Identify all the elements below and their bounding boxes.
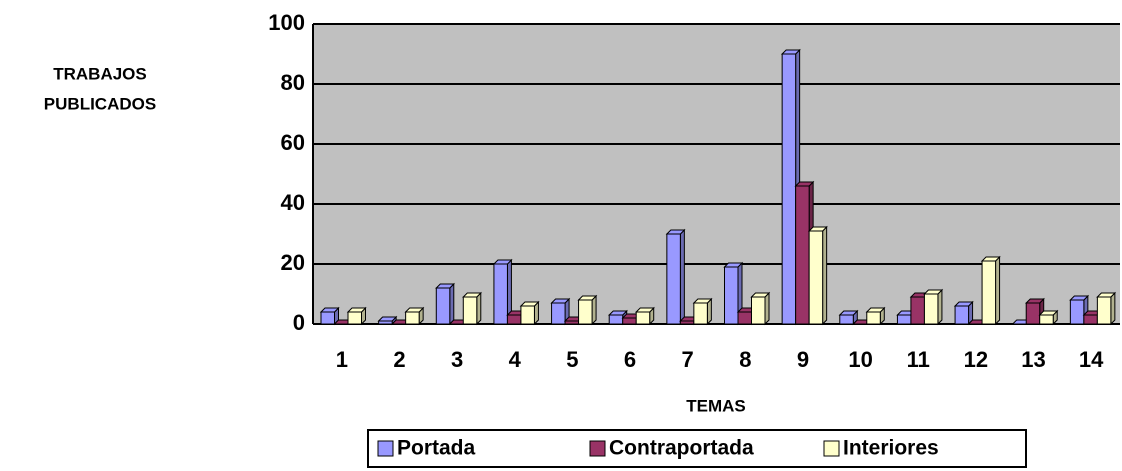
bar	[492, 258, 513, 326]
bar-face	[635, 311, 651, 325]
bar	[865, 306, 886, 326]
x-tick-label: 12	[964, 347, 988, 372]
bar-face	[839, 314, 854, 325]
bar	[346, 306, 367, 326]
y-tick-label: 80	[281, 70, 305, 95]
bar-face	[608, 314, 624, 325]
bar-face	[378, 320, 393, 325]
bar	[550, 297, 571, 326]
y-tick-label: 0	[293, 310, 305, 335]
bar-face	[822, 225, 828, 326]
x-tick-label: 6	[624, 347, 636, 372]
bar-face	[724, 266, 739, 325]
bar	[435, 282, 455, 326]
x-tick-label: 1	[336, 347, 348, 372]
bar	[319, 306, 340, 326]
bar-face	[405, 311, 420, 325]
bar-face	[693, 302, 708, 325]
bar-face	[320, 311, 335, 325]
legend-swatch	[377, 440, 394, 457]
y-tick-label: 60	[281, 130, 305, 155]
legend-label: Portada	[397, 437, 476, 460]
x-tick-label: 13	[1021, 347, 1045, 372]
bar-face	[1110, 291, 1116, 326]
x-tick-label: 5	[566, 347, 578, 372]
x-tick-label: 4	[509, 347, 522, 372]
bar	[635, 306, 655, 326]
y-tick-label: 100	[268, 10, 305, 35]
bar-face	[679, 228, 685, 326]
bar-face	[435, 287, 451, 325]
y-tick-label: 40	[281, 190, 305, 215]
y-axis-label: PUBLICADOS	[44, 94, 156, 113]
bar-face	[493, 263, 508, 325]
bar	[723, 261, 744, 326]
bar-face	[449, 282, 455, 326]
bar	[953, 300, 974, 326]
bar-face	[506, 314, 522, 325]
legend-label: Contraportada	[609, 437, 754, 460]
legend-swatch	[823, 440, 840, 457]
bar	[923, 288, 944, 326]
bar	[665, 228, 686, 326]
bar-face	[954, 305, 970, 325]
bar-face	[1025, 302, 1041, 325]
bar-face	[937, 288, 943, 326]
bar-face	[910, 296, 925, 325]
bar-face	[347, 311, 362, 325]
bar-face	[1096, 296, 1112, 325]
bar-face	[666, 233, 681, 325]
bar	[838, 309, 859, 326]
bar	[1096, 291, 1117, 326]
x-tick-label: 3	[451, 347, 463, 372]
legend-box	[367, 429, 1027, 468]
bar-face	[520, 305, 535, 325]
bar	[577, 294, 598, 326]
bar-face	[866, 311, 881, 325]
bar-face	[896, 314, 912, 325]
bar	[1038, 309, 1059, 326]
y-axis-label: TRABAJOS	[53, 64, 147, 83]
x-tick-label: 7	[682, 347, 694, 372]
bar-face	[1083, 314, 1098, 325]
bar-face	[476, 291, 482, 326]
bar-face	[462, 296, 478, 325]
bar-face	[751, 296, 766, 325]
bar	[692, 297, 713, 326]
legend-label: Interiores	[843, 437, 939, 460]
bar-face	[679, 320, 695, 325]
bar-face	[564, 320, 580, 325]
bar-face	[551, 302, 566, 325]
bar-face	[808, 230, 824, 325]
bar	[404, 306, 425, 326]
bar-face	[591, 294, 597, 326]
bar-face	[923, 293, 939, 325]
bar	[750, 291, 771, 326]
bar-face	[1039, 314, 1054, 325]
x-tick-label: 2	[393, 347, 405, 372]
legend-swatch	[589, 440, 606, 457]
bar-face	[981, 260, 997, 325]
y-tick-label: 20	[281, 250, 305, 275]
x-tick-label: 14	[1079, 347, 1104, 372]
x-tick-label: 10	[848, 347, 872, 372]
x-tick-label: 8	[739, 347, 751, 372]
bar-face	[578, 299, 593, 325]
bar	[807, 225, 828, 326]
x-axis-label: TEMAS	[686, 396, 746, 415]
x-tick-label: 9	[797, 347, 809, 372]
bar-face	[795, 185, 810, 325]
bar-face	[737, 311, 752, 325]
bar-face	[781, 53, 797, 325]
bar-face	[995, 255, 1001, 326]
bar-face	[622, 317, 637, 325]
bar-face	[764, 291, 770, 326]
bar	[462, 291, 482, 326]
x-tick-label: 11	[907, 347, 930, 372]
bar	[980, 255, 1001, 326]
bar-face	[1069, 299, 1085, 325]
bar	[519, 300, 540, 326]
